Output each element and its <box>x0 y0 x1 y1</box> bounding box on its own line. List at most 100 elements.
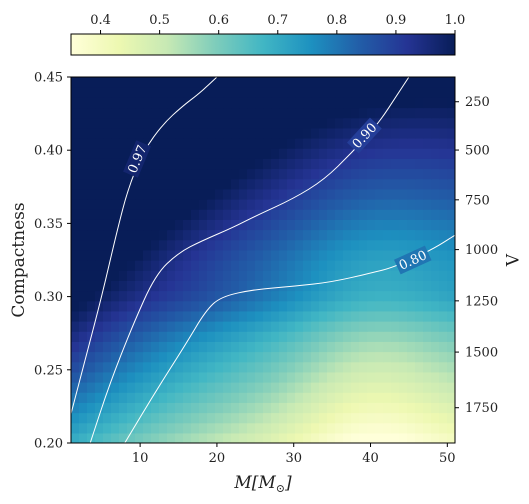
heatmap-cell <box>407 321 416 332</box>
heatmap-cell <box>167 422 176 434</box>
heatmap-cell <box>87 432 96 443</box>
heatmap-cell <box>311 178 320 190</box>
heatmap-cell <box>87 239 96 251</box>
heatmap-cell <box>271 351 280 363</box>
heatmap-cell <box>327 341 336 353</box>
heatmap-cell <box>263 209 272 220</box>
heatmap-cell <box>167 402 176 414</box>
heatmap-cell <box>199 270 208 281</box>
heatmap-cell <box>255 371 264 383</box>
heatmap-cell <box>103 77 112 88</box>
heatmap-cell <box>359 239 368 251</box>
heatmap-cell <box>159 87 168 98</box>
heatmap-cell <box>223 199 232 210</box>
heatmap-cell <box>151 270 160 281</box>
heatmap-cell <box>303 382 312 393</box>
heatmap-cell <box>399 209 408 220</box>
heatmap-cell <box>103 168 112 180</box>
heatmap-cell <box>111 138 120 149</box>
heatmap-cell <box>183 199 192 210</box>
heatmap-cell <box>311 158 320 170</box>
heatmap-cell <box>239 331 248 342</box>
heatmap-cell <box>215 300 224 312</box>
heatmap-cell <box>231 178 240 190</box>
heatmap-cell <box>311 168 320 180</box>
heatmap-cell <box>335 87 344 98</box>
heatmap-cell <box>135 260 144 271</box>
heatmap-cell <box>383 229 392 241</box>
heatmap-cell <box>351 107 360 119</box>
heatmap-cell <box>319 87 328 98</box>
heatmap-cell <box>327 229 336 241</box>
heatmap-cell <box>71 168 80 180</box>
heatmap-cell <box>199 300 208 312</box>
heatmap-cell <box>431 209 440 220</box>
heatmap-cell <box>415 168 424 180</box>
heatmap-cell <box>207 158 216 170</box>
heatmap-cell <box>231 148 240 159</box>
heatmap-cell <box>287 87 296 98</box>
heatmap-cell <box>151 392 160 403</box>
heatmap-cell <box>111 371 120 383</box>
heatmap-cell <box>263 260 272 271</box>
heatmap-cell <box>447 249 455 261</box>
heatmap-cell <box>295 382 304 393</box>
heatmap-cell <box>95 280 104 292</box>
heatmap-cell <box>215 341 224 353</box>
heatmap-cell <box>399 158 408 170</box>
heatmap-cell <box>295 270 304 281</box>
heatmap-cell <box>231 199 240 210</box>
heatmap-cell <box>87 341 96 353</box>
heatmap-cell <box>71 117 80 129</box>
y-axis-title: Compactness <box>9 202 29 317</box>
heatmap-cell <box>135 188 144 200</box>
heatmap-cell <box>359 402 368 414</box>
heatmap-cell <box>359 229 368 241</box>
heatmap-cell <box>175 382 184 393</box>
heatmap-cell <box>215 188 224 200</box>
heatmap-cell <box>415 117 424 129</box>
heatmap-cell <box>191 229 200 241</box>
heatmap-cell <box>79 392 88 403</box>
heatmap-cell <box>95 168 104 180</box>
heatmap-cell <box>159 310 168 322</box>
heatmap-cell <box>279 382 288 393</box>
heatmap-cell <box>119 280 128 292</box>
heatmap-cell <box>287 361 296 373</box>
heatmap-cell <box>199 392 208 403</box>
heatmap-cell <box>375 127 384 139</box>
heatmap-cell <box>311 260 320 271</box>
heatmap-cell <box>231 188 240 200</box>
heatmap-cell <box>303 310 312 322</box>
heatmap-cell <box>199 87 208 98</box>
heatmap-cell <box>143 249 152 261</box>
heatmap-cell <box>239 87 248 98</box>
y-axis-ticks: 0.200.250.300.350.400.45 <box>34 71 71 452</box>
heatmap-cell <box>391 178 400 190</box>
heatmap-cell <box>303 412 312 424</box>
heatmap-cell <box>191 290 200 302</box>
heatmap-cell <box>375 158 384 170</box>
heatmap-cell <box>167 351 176 363</box>
heatmap-cell <box>319 371 328 383</box>
heatmap-cell <box>311 117 320 129</box>
heatmap-cell <box>383 138 392 149</box>
heatmap-cell <box>231 392 240 403</box>
heatmap-cell <box>183 300 192 312</box>
heatmap-cell <box>127 209 136 220</box>
heatmap-cell <box>175 249 184 261</box>
heatmap-cell <box>207 229 216 241</box>
heatmap-cell <box>231 331 240 342</box>
heatmap-cell <box>135 351 144 363</box>
heatmap-cell <box>175 97 184 109</box>
heatmap-cell <box>407 341 416 353</box>
heatmap-cell <box>143 107 152 119</box>
heatmap-cell <box>159 290 168 302</box>
heatmap-cell <box>263 249 272 261</box>
heatmap-cell <box>327 392 336 403</box>
heatmap-cell <box>231 412 240 424</box>
heatmap-cell <box>111 432 120 443</box>
heatmap-cell <box>215 229 224 241</box>
contour-line <box>124 234 455 443</box>
heatmap-cell <box>79 280 88 292</box>
